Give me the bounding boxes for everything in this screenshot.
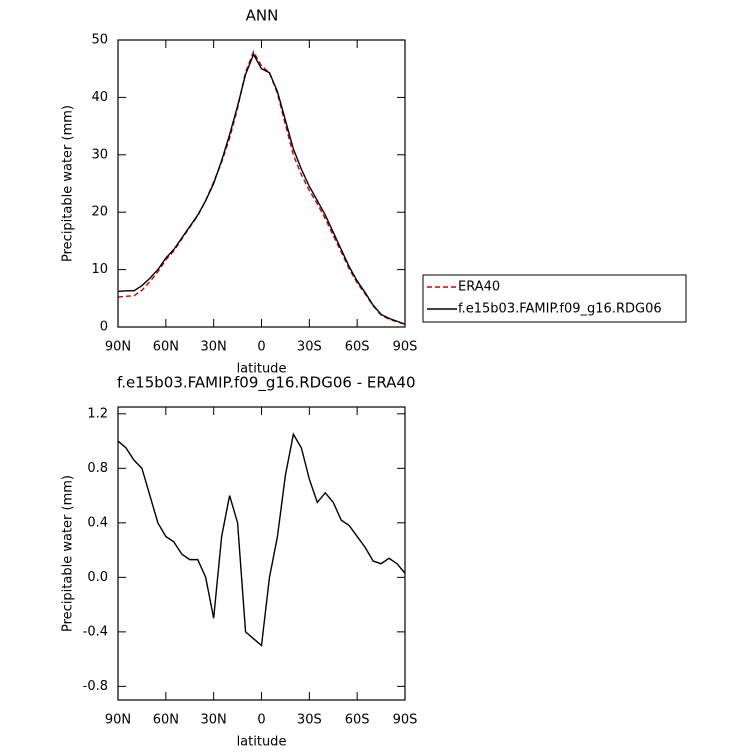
x-axis-label: latitude xyxy=(237,735,287,750)
y-tick-label: 40 xyxy=(91,90,108,105)
chart-title: ANN xyxy=(246,7,279,25)
y-tick-label: 1.2 xyxy=(87,406,108,421)
legend-label: ERA40 xyxy=(458,280,500,295)
y-tick-label: -0.8 xyxy=(83,679,108,694)
chart-title: f.e15b03.FAMIP.f09_g16.RDG06 - ERA40 xyxy=(117,374,416,393)
legend-box xyxy=(422,274,687,323)
x-axis-label: latitude xyxy=(237,362,287,377)
y-tick-label: 0.4 xyxy=(87,515,108,530)
y-tick-label: 50 xyxy=(91,33,108,48)
data-line xyxy=(117,52,406,325)
x-tick-label: 90N xyxy=(105,713,131,728)
x-tick-label: 30N xyxy=(201,713,227,728)
y-tick-label: 0.8 xyxy=(87,461,108,476)
plot-frame xyxy=(117,39,406,328)
x-tick-label: 60N xyxy=(153,713,179,728)
y-axis-label: Precipitable water (mm) xyxy=(61,475,76,632)
data-line xyxy=(117,50,406,325)
legend-label: f.e15b03.FAMIP.f09_g16.RDG06 xyxy=(458,302,662,317)
x-tick-label: 90S xyxy=(393,713,418,728)
x-tick-label: 30N xyxy=(201,340,227,355)
y-tick-label: 10 xyxy=(91,262,108,277)
x-tick-label: 30S xyxy=(297,713,322,728)
y-tick-label: 0.0 xyxy=(87,570,108,585)
x-tick-label: 90S xyxy=(393,340,418,355)
x-tick-label: 60N xyxy=(153,340,179,355)
x-tick-label: 30S xyxy=(297,340,322,355)
y-tick-label: 0 xyxy=(100,320,108,335)
plot-frame xyxy=(117,406,406,701)
y-tick-label: 20 xyxy=(91,205,108,220)
y-tick-label: -0.4 xyxy=(83,624,108,639)
y-axis-label: Precipitable water (mm) xyxy=(61,105,76,262)
x-tick-label: 60S xyxy=(345,713,370,728)
data-line xyxy=(117,432,406,647)
y-tick-label: 30 xyxy=(91,147,108,162)
x-tick-label: 0 xyxy=(257,713,265,728)
x-tick-label: 90N xyxy=(105,340,131,355)
x-tick-label: 60S xyxy=(345,340,370,355)
x-tick-label: 0 xyxy=(257,340,265,355)
